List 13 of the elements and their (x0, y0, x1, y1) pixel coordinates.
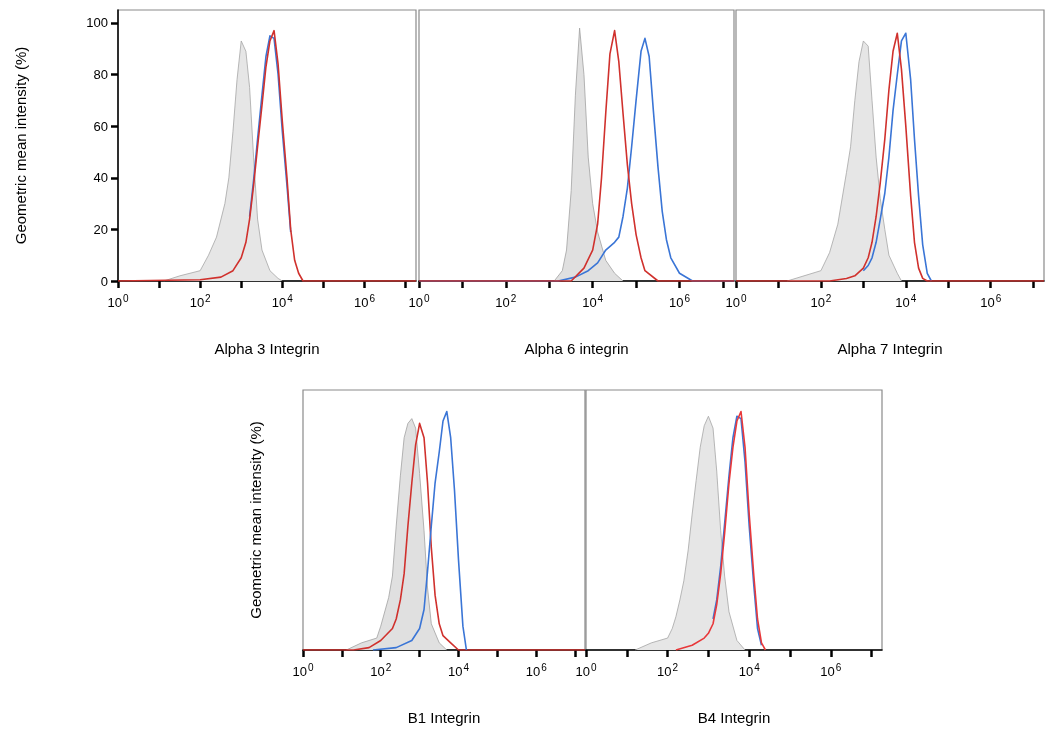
y-axis-title: Geometric mean intensity (%) (247, 421, 264, 619)
x-axis-title: B1 Integrin (407, 709, 481, 726)
y-tick-label: 60 (93, 118, 108, 134)
x-axis-title: Alpha 7 Integrin (837, 340, 943, 357)
x-axis-title: B4 Integrin (697, 709, 771, 726)
x-axis-title: Alpha 6 integrin (524, 340, 629, 357)
y-tick-label: 20 (93, 221, 108, 237)
y-tick-label: 100 (86, 15, 108, 31)
y-tick-label: 80 (93, 67, 108, 83)
x-axis-title: Alpha 3 Integrin (214, 340, 320, 357)
y-tick-label: 40 (93, 170, 108, 186)
y-axis-title: Geometric mean intensity (%) (12, 46, 29, 245)
y-tick-label: 0 (100, 273, 108, 289)
